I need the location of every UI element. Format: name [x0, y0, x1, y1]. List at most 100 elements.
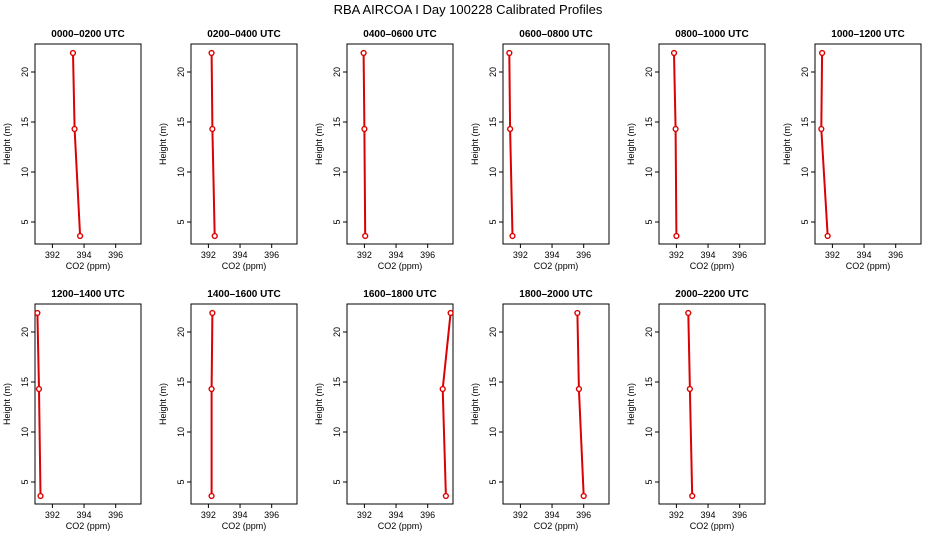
y-axis-label: Height (m) — [158, 123, 168, 165]
x-tick-label: 392 — [201, 250, 216, 260]
y-tick-label: 20 — [488, 327, 498, 337]
x-axis-label: CO2 (ppm) — [378, 521, 423, 531]
x-tick-label: 394 — [701, 250, 716, 260]
data-point — [819, 49, 826, 57]
plot-frame — [190, 303, 298, 505]
y-tick-label: 20 — [332, 67, 342, 77]
data-point — [37, 492, 44, 500]
panel-title: 0000–0200 UTC — [51, 29, 124, 40]
y-tick-label: 15 — [176, 377, 186, 387]
data-point — [208, 385, 215, 393]
y-tick-label: 5 — [644, 479, 654, 484]
x-tick-label: 392 — [669, 250, 684, 260]
y-axis-label: Height (m) — [314, 383, 324, 425]
y-tick-label: 5 — [20, 479, 30, 484]
x-tick-label: 394 — [701, 510, 716, 520]
x-tick-label: 396 — [732, 250, 747, 260]
profile-line — [673, 52, 678, 237]
data-point — [362, 232, 369, 240]
y-tick-label: 15 — [332, 117, 342, 127]
y-tick-label: 5 — [20, 219, 30, 224]
panel-title: 0400–0600 UTC — [363, 29, 436, 40]
x-tick-label: 392 — [669, 510, 684, 520]
x-axis-label: CO2 (ppm) — [222, 261, 267, 271]
plot-frame — [190, 43, 298, 245]
plot-frame — [34, 43, 142, 245]
y-tick-label: 10 — [332, 167, 342, 177]
y-tick-label: 15 — [644, 117, 654, 127]
data-point — [685, 309, 692, 317]
data-point — [208, 492, 215, 500]
x-tick-label: 392 — [513, 510, 528, 520]
y-tick-label: 10 — [176, 427, 186, 437]
data-point — [361, 125, 368, 133]
y-tick-label: 5 — [332, 219, 342, 224]
y-tick-label: 10 — [644, 427, 654, 437]
x-tick-label: 396 — [732, 510, 747, 520]
data-point — [211, 232, 218, 240]
y-tick-label: 20 — [20, 67, 30, 77]
y-tick-label: 15 — [488, 117, 498, 127]
y-tick-label: 15 — [644, 377, 654, 387]
y-tick-label: 10 — [800, 167, 810, 177]
data-point — [824, 232, 831, 240]
data-point — [209, 125, 216, 133]
plot-frame — [658, 303, 766, 505]
data-point — [670, 49, 678, 57]
y-axis: 5 10 15 20 Height (m) — [158, 327, 191, 485]
y-tick-label: 15 — [800, 117, 810, 127]
x-tick-label: 396 — [420, 250, 435, 260]
data-point — [818, 125, 825, 133]
plot-frame — [34, 303, 142, 505]
x-tick-label: 396 — [264, 250, 279, 260]
x-tick-label: 394 — [389, 250, 404, 260]
data-point — [673, 232, 680, 240]
data-point — [439, 385, 446, 393]
x-tick-label: 392 — [513, 250, 528, 260]
x-axis-label: CO2 (ppm) — [690, 521, 735, 531]
panel-title: 1400–1600 UTC — [207, 289, 280, 300]
x-tick-label: 392 — [201, 510, 216, 520]
y-tick-label: 15 — [488, 377, 498, 387]
x-tick-label: 394 — [77, 510, 92, 520]
plot-frame — [502, 43, 610, 245]
y-axis-label: Height (m) — [782, 123, 792, 165]
y-tick-label: 5 — [488, 219, 498, 224]
x-tick-label: 392 — [45, 250, 60, 260]
y-tick-label: 10 — [20, 427, 30, 437]
y-axis-label: Height (m) — [314, 123, 324, 165]
data-point — [689, 492, 696, 500]
profile-line — [72, 52, 82, 237]
profile-line — [210, 312, 214, 496]
y-tick-label: 20 — [800, 67, 810, 77]
profile-line — [441, 312, 452, 497]
data-point — [209, 309, 216, 317]
y-tick-label: 20 — [176, 67, 186, 77]
data-point — [35, 385, 43, 393]
profile-line — [36, 312, 42, 497]
y-axis: 5 10 15 20 Height (m) — [470, 327, 503, 485]
x-tick-label: 392 — [357, 250, 372, 260]
x-tick-label: 394 — [545, 250, 560, 260]
x-tick-label: 394 — [857, 250, 872, 260]
panel-title: 0200–0400 UTC — [207, 29, 280, 40]
y-tick-label: 20 — [644, 67, 654, 77]
plot-frame — [502, 303, 610, 505]
plot-frame — [658, 43, 766, 245]
y-axis: 5 10 15 20 Height (m) — [626, 67, 659, 225]
y-tick-label: 5 — [176, 219, 186, 224]
x-tick-label: 396 — [108, 510, 123, 520]
profile-line — [687, 312, 694, 497]
x-axis-label: CO2 (ppm) — [66, 261, 111, 271]
plot-frame — [814, 43, 922, 245]
y-tick-label: 10 — [488, 167, 498, 177]
